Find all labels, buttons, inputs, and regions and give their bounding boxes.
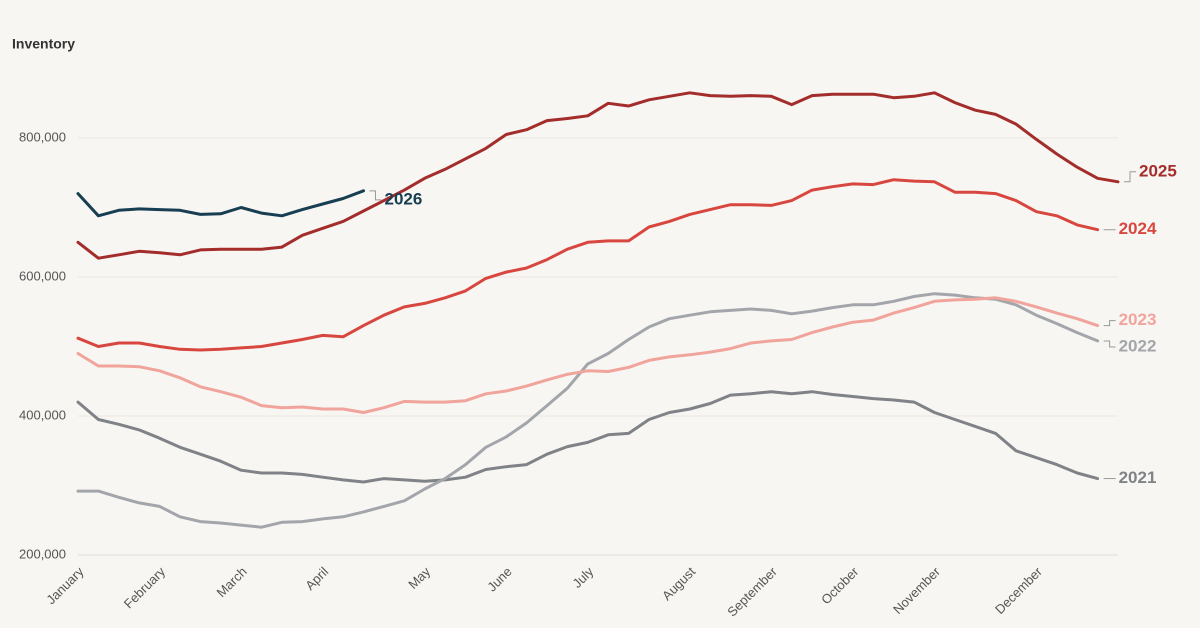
series-line [76, 390, 1100, 484]
label-connector [1103, 320, 1116, 327]
series-label: 2021 [1119, 468, 1157, 487]
label-connector [369, 190, 382, 201]
y-tick-label: 600,000 [19, 268, 66, 283]
series-label: 2025 [1139, 161, 1177, 180]
y-tick-label: 200,000 [19, 546, 66, 561]
y-axis-label: Inventory [12, 36, 75, 52]
series-line [76, 296, 1100, 414]
series-label: 2024 [1119, 219, 1157, 238]
label-connector [1124, 171, 1136, 183]
label-connector [1103, 340, 1116, 348]
series-line [76, 292, 1100, 529]
series-label: 2022 [1119, 336, 1157, 355]
series-label: 2026 [384, 189, 422, 208]
series-line [76, 91, 1120, 260]
series-label: 2023 [1119, 310, 1157, 329]
series-line [76, 178, 1100, 352]
y-tick-label: 400,000 [19, 407, 66, 422]
series-line [76, 189, 365, 218]
y-tick-label: 800,000 [19, 129, 66, 144]
